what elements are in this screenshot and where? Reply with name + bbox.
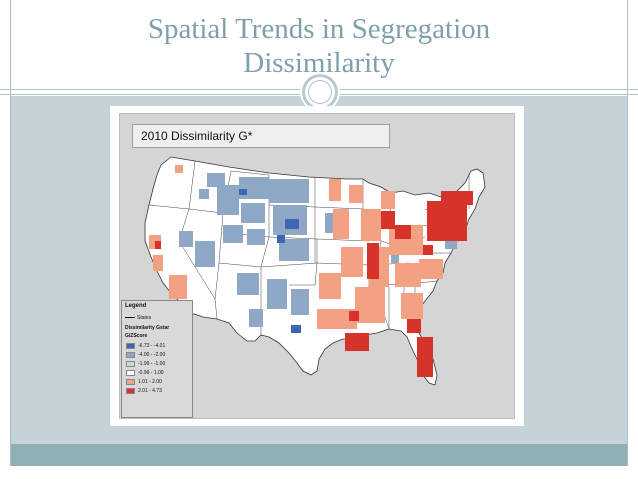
legend-swatch	[126, 370, 135, 376]
legend-states-label: States	[137, 315, 152, 321]
legend-class-label: 1.01 - 2.00	[138, 379, 162, 385]
legend-layer-label: Dissimilarity Gstar	[125, 325, 170, 331]
slide-title-line-1: Spatial Trends in Segregation	[147, 13, 491, 45]
legend-class-5: 1.01 - 2.00	[126, 379, 162, 386]
legend-class-label: -0.99 - 1.00	[138, 370, 164, 376]
cold-spot-strong	[239, 189, 301, 333]
hot-spot-clusters	[149, 165, 443, 329]
legend-class-2: -4.00 - -2.00	[126, 352, 165, 359]
legend-class-label: -4.00 - -2.00	[138, 352, 166, 358]
legend-class-label: -6.73 - -4.01	[138, 343, 166, 349]
us-map	[144, 156, 486, 386]
map-legend: Legend States Dissimilarity Gstar GiZSco…	[121, 300, 193, 418]
legend-swatch	[126, 343, 135, 349]
divider-circle-ornament	[302, 74, 338, 110]
legend-class-label: -1.99 - -1.00	[138, 361, 166, 367]
legend-class-label: 2.01 - 4.73	[138, 388, 162, 394]
legend-swatch	[126, 379, 135, 385]
map-title: 2010 Dissimilarity G*	[132, 124, 390, 148]
footer-bar	[11, 444, 627, 466]
legend-class-3: -1.99 - -1.00	[126, 361, 165, 368]
hot-spot-strong	[155, 191, 473, 377]
legend-states: States	[125, 315, 151, 321]
slide-title: Spatial Trends in Segregation Dissimilar…	[10, 12, 628, 80]
legend-swatch	[126, 388, 135, 394]
legend-class-1: -6.73 - -4.01	[126, 343, 165, 350]
legend-class-4: -0.99 - 1.00	[126, 370, 164, 377]
legend-swatch	[126, 352, 135, 358]
legend-title: Legend	[125, 303, 147, 309]
legend-swatch	[126, 361, 135, 367]
slide-title-line-2: Dissimilarity	[243, 47, 395, 79]
state-line-icon	[125, 317, 135, 319]
legend-class-6: 2.01 - 4.73	[126, 388, 162, 395]
legend-field-label: GiZScore	[125, 333, 148, 339]
slide-frame	[10, 0, 628, 466]
